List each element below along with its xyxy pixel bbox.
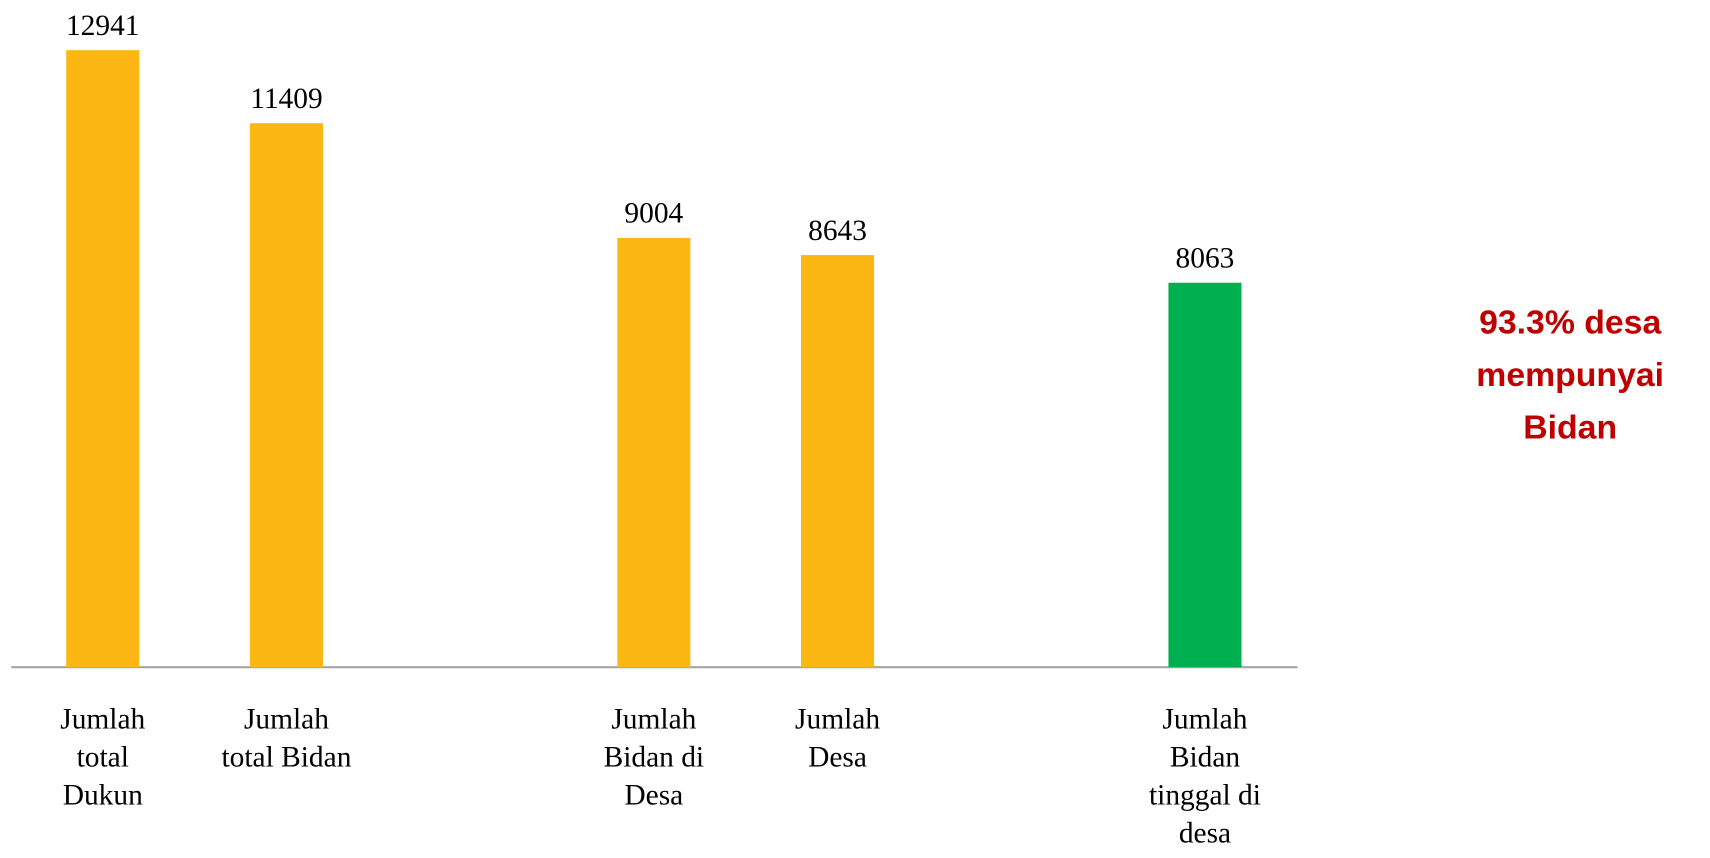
x-tick-label: Jumlah Bidan di Desa <box>604 703 705 811</box>
annotation: 93.3% desa mempunyai Bidan <box>1476 304 1664 447</box>
x-tick-label: Jumlah Bidan tinggal di desa <box>1149 703 1261 849</box>
bar <box>66 50 140 668</box>
value-label: 9004 <box>624 198 683 230</box>
bar <box>1168 282 1242 668</box>
value-label: 8643 <box>808 215 867 247</box>
x-tick-label: Jumlah total Bidan <box>221 703 351 773</box>
value-label: 8063 <box>1176 242 1235 274</box>
x-tick-label: Jumlah Desa <box>795 703 880 773</box>
value-label: 12941 <box>66 10 140 42</box>
bar <box>249 123 323 668</box>
x-tick-label: Jumlah total Dukun <box>60 703 145 811</box>
bar <box>801 255 875 668</box>
value-label: 11409 <box>250 83 322 115</box>
bar <box>617 237 691 668</box>
